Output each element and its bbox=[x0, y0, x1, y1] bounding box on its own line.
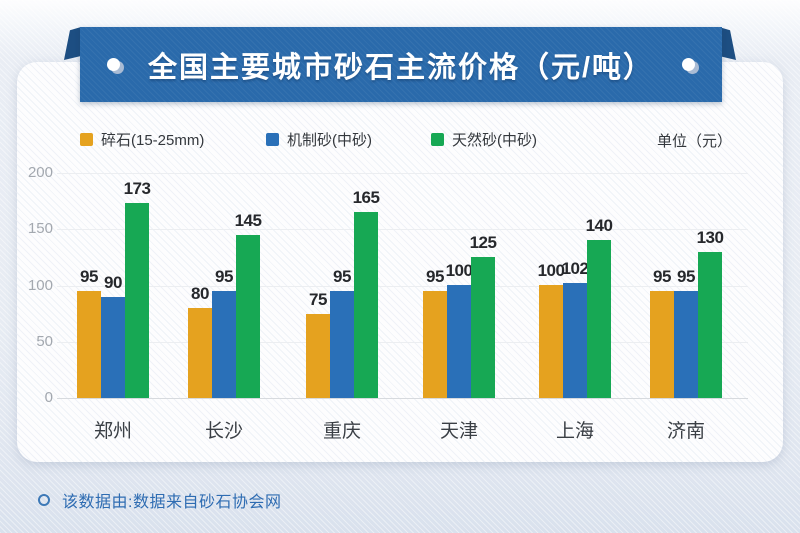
legend-item-crushed-stone: 碎石(15-25mm) bbox=[80, 129, 204, 150]
y-tick-label: 150 bbox=[27, 220, 53, 238]
title-banner: 全国主要城市砂石主流价格（元/吨） bbox=[80, 27, 722, 102]
legend-swatch-orange-icon bbox=[80, 133, 93, 146]
footer-source-text: 该数据由:数据来自砂石协会网 bbox=[62, 494, 282, 511]
page-title: 全国主要城市砂石主流价格（元/吨） bbox=[147, 51, 655, 84]
x-category-label: 上海 bbox=[555, 421, 594, 442]
bar-value-label: 102 bbox=[561, 259, 589, 278]
bar-value-label: 95 bbox=[653, 267, 671, 286]
y-tick-label: 50 bbox=[36, 332, 53, 350]
legend-label: 天然砂(中砂) bbox=[452, 132, 537, 149]
bar-重庆-2 bbox=[354, 212, 378, 398]
x-category-label: 重庆 bbox=[322, 421, 361, 442]
bar-value-label: 125 bbox=[469, 233, 497, 252]
bar-长沙-1 bbox=[212, 291, 236, 398]
bar-value-label: 95 bbox=[677, 267, 695, 286]
bar-value-label: 145 bbox=[234, 211, 262, 230]
grid-line bbox=[57, 341, 748, 343]
bar-天津-2 bbox=[471, 257, 495, 398]
footer-bullet-icon bbox=[38, 494, 50, 506]
bar-value-label: 75 bbox=[309, 290, 327, 309]
bar-value-label: 165 bbox=[352, 188, 380, 207]
y-tick-label: 100 bbox=[27, 276, 53, 294]
unit-label: 单位（元） bbox=[656, 133, 732, 150]
banner-dot-left-icon bbox=[106, 58, 120, 71]
bar-上海-1 bbox=[563, 283, 587, 398]
bar-郑州-0 bbox=[77, 291, 101, 398]
legend-label: 碎石(15-25mm) bbox=[101, 132, 205, 149]
legend-label: 机制砂(中砂) bbox=[287, 132, 372, 149]
bar-郑州-1 bbox=[101, 297, 125, 398]
bar-value-label: 130 bbox=[696, 228, 724, 247]
x-category-label: 天津 bbox=[439, 421, 478, 442]
bar-济南-0 bbox=[650, 291, 674, 398]
grid-line bbox=[57, 229, 748, 231]
bar-value-label: 80 bbox=[191, 284, 209, 303]
bar-重庆-0 bbox=[306, 314, 330, 398]
footer-note: 该数据由:数据来自砂石协会网 bbox=[38, 488, 281, 512]
bar-value-label: 95 bbox=[215, 267, 233, 286]
y-tick-label: 0 bbox=[44, 389, 53, 406]
bar-济南-2 bbox=[698, 252, 722, 398]
bar-value-label: 100 bbox=[537, 261, 565, 280]
bar-value-label: 140 bbox=[585, 216, 613, 235]
bar-value-label: 90 bbox=[104, 273, 122, 292]
bar-长沙-2 bbox=[236, 235, 260, 398]
x-category-label: 济南 bbox=[666, 421, 705, 442]
legend-item-manufactured-sand: 机制砂(中砂) bbox=[266, 129, 372, 150]
bar-value-label: 95 bbox=[333, 267, 351, 286]
bar-value-label: 173 bbox=[123, 179, 151, 198]
grid-line bbox=[57, 173, 748, 174]
bar-郑州-2 bbox=[125, 203, 149, 398]
grid-line bbox=[57, 285, 748, 287]
grid-line bbox=[57, 398, 748, 399]
x-category-label: 长沙 bbox=[204, 421, 243, 442]
legend-swatch-blue-icon bbox=[266, 133, 279, 146]
y-tick-label: 200 bbox=[27, 164, 53, 181]
bar-长沙-0 bbox=[188, 308, 212, 398]
bar-上海-0 bbox=[539, 285, 563, 398]
banner-dot-right-icon bbox=[682, 58, 696, 71]
bar-天津-0 bbox=[423, 291, 447, 398]
bar-重庆-1 bbox=[330, 291, 354, 398]
bar-上海-2 bbox=[587, 240, 611, 398]
bar-天津-1 bbox=[447, 285, 471, 398]
bar-value-label: 95 bbox=[426, 267, 444, 286]
legend-swatch-green-icon bbox=[431, 133, 444, 146]
bar-value-label: 95 bbox=[80, 267, 98, 286]
bar-value-label: 100 bbox=[445, 261, 473, 280]
legend-item-natural-sand: 天然砂(中砂) bbox=[431, 129, 537, 150]
bar-济南-1 bbox=[674, 291, 698, 398]
x-category-label: 郑州 bbox=[93, 421, 132, 442]
